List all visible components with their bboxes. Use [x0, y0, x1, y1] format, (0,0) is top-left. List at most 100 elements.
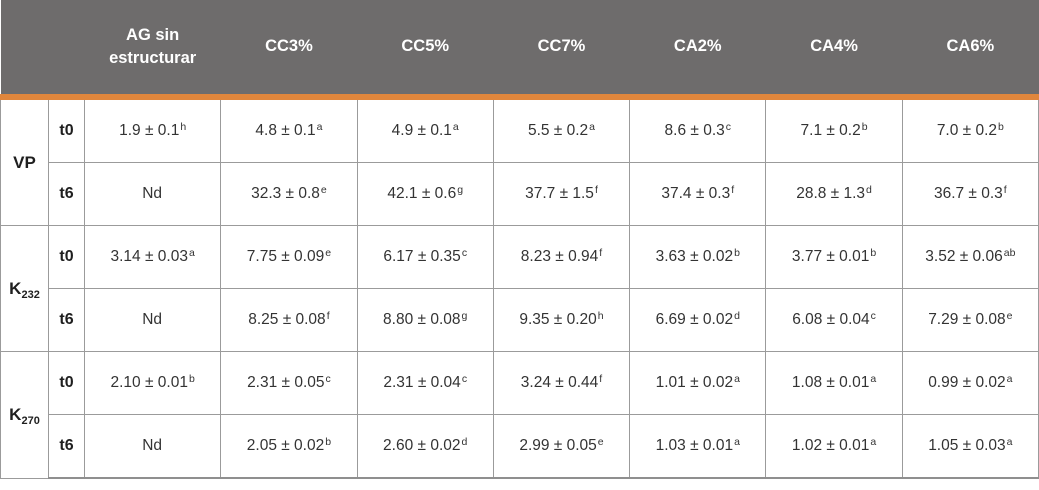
cell-value: 1.01 ± 0.02 [655, 374, 734, 391]
cell-value: 2.99 ± 0.05 [519, 437, 597, 454]
cell-superscript: a [1006, 436, 1013, 449]
cell-superscript: e [325, 247, 332, 260]
data-cell: 7.1 ± 0.2b [765, 96, 903, 163]
header-spacer-group [0, 0, 49, 100]
cell-superscript: a [589, 121, 596, 134]
cell-value: 1.9 ± 0.1 [119, 122, 180, 139]
cell-value: 1.03 ± 0.01 [655, 437, 734, 454]
cell-superscript: f [731, 184, 735, 197]
cell-value: Nd [142, 185, 163, 202]
cell-superscript: b [325, 436, 332, 449]
cell-value: 8.6 ± 0.3 [664, 122, 725, 139]
data-cell: 1.05 ± 0.03a [901, 414, 1039, 479]
cell-value: 5.5 ± 0.2 [527, 122, 589, 139]
cell-superscript: c [461, 247, 468, 260]
cell-superscript: c [870, 310, 876, 323]
results-table: AG sin estructurar CC3% CC5% CC7% CA2% C… [0, 0, 1039, 479]
data-cell: 4.9 ± 0.1a [356, 96, 494, 163]
cell-superscript: a [734, 436, 740, 449]
cell-superscript: a [452, 121, 459, 134]
cell-superscript: f [599, 373, 603, 386]
data-cell: 8.80 ± 0.08g [356, 288, 494, 352]
cell-superscript: a [870, 373, 877, 386]
time-label: t6 [48, 288, 85, 352]
cell-value: 4.8 ± 0.1 [255, 122, 316, 139]
table-row: t6 Nd 2.05 ± 0.02b 2.60 ± 0.02d 2.99 ± 0… [1, 414, 1039, 479]
data-cell: 8.25 ± 0.08f [220, 288, 358, 352]
cell-value: 7.0 ± 0.2 [936, 122, 998, 139]
row-group-subscript: 232 [21, 288, 40, 301]
cell-value: 9.35 ± 0.20 [519, 311, 597, 328]
data-cell: 5.5 ± 0.2a [492, 96, 631, 163]
cell-superscript: f [326, 310, 330, 323]
data-cell: 2.10 ± 0.01b [83, 351, 222, 415]
data-cell: 2.05 ± 0.02b [220, 414, 358, 479]
cell-value: 28.8 ± 1.3 [796, 185, 866, 202]
column-header-cc5: CC5% [357, 0, 494, 100]
cell-value: 3.63 ± 0.02 [655, 248, 734, 265]
table-row: t6 Nd 8.25 ± 0.08f 8.80 ± 0.08g 9.35 ± 0… [1, 288, 1039, 352]
cell-superscript: b [734, 247, 740, 260]
cell-value: 7.29 ± 0.08 [928, 311, 1006, 328]
data-cell: 2.31 ± 0.05c [220, 351, 358, 415]
row-group-label-k270: K270 [0, 351, 49, 479]
data-cell: 1.9 ± 0.1h [83, 96, 222, 163]
data-cell: 1.02 ± 0.01a [765, 414, 903, 479]
cell-superscript: b [998, 121, 1004, 134]
cell-superscript: f [599, 247, 603, 260]
cell-value: 1.05 ± 0.03 [928, 437, 1006, 454]
data-cell: 3.24 ± 0.44f [492, 351, 631, 415]
cell-value: Nd [142, 437, 163, 454]
data-cell: 3.77 ± 0.01b [765, 225, 903, 289]
data-cell: 1.01 ± 0.02a [629, 351, 767, 415]
data-cell: Nd [83, 288, 222, 352]
cell-superscript: h [597, 310, 604, 323]
data-cell: 32.3 ± 0.8e [220, 162, 358, 226]
data-cell: 8.23 ± 0.94f [492, 225, 631, 289]
cell-value: 2.10 ± 0.01 [110, 374, 188, 391]
time-label: t6 [48, 162, 85, 226]
column-header-ca6: CA6% [902, 0, 1039, 100]
data-cell: 2.31 ± 0.04c [356, 351, 494, 415]
cell-value: 0.99 ± 0.02 [928, 374, 1006, 391]
cell-superscript: a [316, 121, 323, 134]
data-cell: 3.52 ± 0.06ab [901, 225, 1039, 289]
data-cell: 7.29 ± 0.08e [901, 288, 1039, 352]
cell-superscript: b [861, 121, 868, 134]
table-header: AG sin estructurar CC3% CC5% CC7% CA2% C… [0, 0, 1039, 100]
data-cell: 0.99 ± 0.02a [901, 351, 1039, 415]
cell-superscript: a [870, 436, 877, 449]
cell-value: 4.9 ± 0.1 [391, 122, 452, 139]
cell-value: 3.52 ± 0.06 [925, 248, 1003, 265]
cell-superscript: c [461, 373, 468, 386]
time-label: t0 [48, 351, 85, 415]
table-row: K232 t0 3.14 ± 0.03a 7.75 ± 0.09e 6.17 ±… [0, 225, 1039, 352]
cell-superscript: a [188, 247, 195, 260]
time-label: t6 [48, 414, 85, 479]
cell-value: 32.3 ± 0.8 [251, 185, 320, 202]
cell-superscript: c [725, 121, 731, 134]
cell-value: 6.17 ± 0.35 [383, 248, 461, 265]
cell-value: 2.31 ± 0.05 [247, 374, 325, 391]
cell-value: 6.69 ± 0.02 [655, 311, 734, 328]
data-cell: 3.14 ± 0.03a [83, 225, 222, 289]
data-cell: 6.17 ± 0.35c [356, 225, 494, 289]
cell-value: 8.23 ± 0.94 [520, 248, 599, 265]
data-cell: 6.08 ± 0.04c [765, 288, 903, 352]
cell-superscript: f [1003, 184, 1007, 197]
data-cell: 42.1 ± 0.6g [356, 162, 494, 226]
cell-value: 7.1 ± 0.2 [800, 122, 861, 139]
data-cell: Nd [83, 162, 222, 226]
data-cell: 36.7 ± 0.3f [901, 162, 1039, 226]
cell-superscript: e [1006, 310, 1013, 323]
row-group-name: K [9, 278, 22, 298]
cell-superscript: d [461, 436, 468, 449]
cell-superscript: e [320, 184, 327, 197]
cell-superscript: d [734, 310, 740, 323]
data-cell: 1.03 ± 0.01a [629, 414, 767, 479]
cell-superscript: h [180, 121, 187, 134]
cell-superscript: f [594, 184, 598, 197]
cell-superscript: a [734, 373, 740, 386]
data-cell: 7.0 ± 0.2b [901, 96, 1039, 163]
cell-superscript: a [1006, 373, 1013, 386]
